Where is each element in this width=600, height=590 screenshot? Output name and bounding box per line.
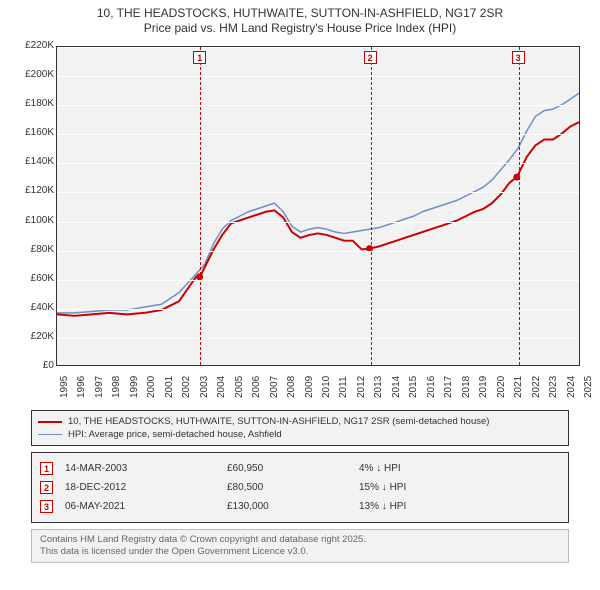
attribution-line-1: Contains HM Land Registry data © Crown c…	[40, 534, 560, 546]
x-tick-label: 2018	[461, 376, 472, 398]
legend-swatch	[38, 434, 62, 435]
x-tick-label: 1996	[76, 376, 87, 398]
legend-row: 10, THE HEADSTOCKS, HUTHWAITE, SUTTON-IN…	[38, 415, 562, 428]
x-tick-label: 2003	[199, 376, 210, 398]
event-date: 14-MAR-2003	[65, 463, 215, 474]
y-tick-label: £160K	[10, 127, 54, 138]
events-table: 1 14-MAR-2003 £60,950 4% ↓ HPI 2 18-DEC-2012 £…	[31, 452, 569, 523]
event-date: 06-MAY-2021	[65, 501, 215, 512]
x-tick-label: 2007	[269, 376, 280, 398]
x-tick-label: 2015	[408, 376, 419, 398]
title-line-1: 10, THE HEADSTOCKS, HUTHWAITE, SUTTON-IN…	[4, 6, 596, 21]
plot-area: 1 2 3	[56, 46, 580, 366]
attribution: Contains HM Land Registry data © Crown c…	[31, 529, 569, 563]
x-tick-label: 2012	[356, 376, 367, 398]
event-diff: 13% ↓ HPI	[359, 501, 479, 512]
event-row: 2 18-DEC-2012 £80,500 15% ↓ HPI	[40, 478, 560, 497]
y-tick-label: £140K	[10, 156, 54, 167]
event-row: 1 14-MAR-2003 £60,950 4% ↓ HPI	[40, 459, 560, 478]
y-tick-label: £120K	[10, 185, 54, 196]
x-tick-label: 2016	[426, 376, 437, 398]
legend-label: HPI: Average price, semi-detached house,…	[68, 429, 282, 440]
title-block: 10, THE HEADSTOCKS, HUTHWAITE, SUTTON-IN…	[0, 0, 600, 40]
x-tick-label: 2021	[513, 376, 524, 398]
x-tick-label: 2013	[373, 376, 384, 398]
chart-container: 10, THE HEADSTOCKS, HUTHWAITE, SUTTON-IN…	[0, 0, 600, 563]
x-tick-label: 2019	[478, 376, 489, 398]
x-tick-label: 2000	[146, 376, 157, 398]
y-tick-label: £220K	[10, 40, 54, 51]
event-num-box: 2	[40, 481, 53, 494]
event-marker-box: 1	[193, 51, 206, 64]
x-tick-label: 2006	[251, 376, 262, 398]
title-line-2: Price paid vs. HM Land Registry's House …	[4, 21, 596, 36]
legend-swatch	[38, 421, 62, 423]
event-num-box: 3	[40, 500, 53, 513]
y-tick-label: £40K	[10, 302, 54, 313]
y-tick-label: £60K	[10, 273, 54, 284]
y-tick-label: £200K	[10, 69, 54, 80]
x-tick-label: 2024	[566, 376, 577, 398]
event-vline	[200, 47, 201, 365]
x-tick-label: 1995	[59, 376, 70, 398]
x-tick-label: 2023	[548, 376, 559, 398]
attribution-line-2: This data is licensed under the Open Gov…	[40, 546, 560, 558]
x-tick-label: 1997	[94, 376, 105, 398]
x-axis-labels: 1995 1996 1997 1998 1999 2000 2001 2002 2003 2004…	[56, 368, 580, 406]
event-diff: 4% ↓ HPI	[359, 463, 479, 474]
event-price: £80,500	[227, 482, 347, 493]
event-vline	[371, 47, 372, 365]
x-tick-label: 2002	[181, 376, 192, 398]
y-axis-labels: £0£20K£40K£60K£80K£100K£120K£140K£160K£1…	[10, 46, 56, 366]
x-tick-label: 2017	[443, 376, 454, 398]
x-tick-label: 2008	[286, 376, 297, 398]
event-diff: 15% ↓ HPI	[359, 482, 479, 493]
x-tick-label: 2011	[338, 376, 349, 398]
legend-label: 10, THE HEADSTOCKS, HUTHWAITE, SUTTON-IN…	[68, 416, 489, 427]
series-svg	[57, 47, 579, 365]
y-tick-label: £0	[10, 360, 54, 371]
event-marker-box: 2	[364, 51, 377, 64]
event-vline	[519, 47, 520, 365]
chart-area: £0 £20K £40K £60K £80K £100K £120K £140K £160K £1…	[10, 40, 590, 406]
x-tick-label: 2022	[531, 376, 542, 398]
x-tick-label: 1999	[129, 376, 140, 398]
series-line	[57, 122, 579, 316]
event-price: £60,950	[227, 463, 347, 474]
legend-row: HPI: Average price, semi-detached house,…	[38, 428, 562, 441]
x-tick-label: 2020	[496, 376, 507, 398]
x-tick-label: 2009	[304, 376, 315, 398]
event-date: 18-DEC-2012	[65, 482, 215, 493]
x-tick-label: 2025	[583, 376, 594, 398]
x-tick-label: 2004	[216, 376, 227, 398]
y-tick-label: £100K	[10, 215, 54, 226]
x-tick-label: 1998	[111, 376, 122, 398]
x-tick-label: 2010	[321, 376, 332, 398]
y-tick-label: £20K	[10, 331, 54, 342]
x-tick-label: 2014	[391, 376, 402, 398]
event-marker-box: 3	[512, 51, 525, 64]
y-tick-label: £80K	[10, 244, 54, 255]
legend: 10, THE HEADSTOCKS, HUTHWAITE, SUTTON-IN…	[31, 410, 569, 446]
x-tick-label: 2005	[234, 376, 245, 398]
y-tick-label: £180K	[10, 98, 54, 109]
event-num-box: 1	[40, 462, 53, 475]
event-price: £130,000	[227, 501, 347, 512]
event-row: 3 06-MAY-2021 £130,000 13% ↓ HPI	[40, 497, 560, 516]
x-tick-label: 2001	[164, 376, 175, 398]
